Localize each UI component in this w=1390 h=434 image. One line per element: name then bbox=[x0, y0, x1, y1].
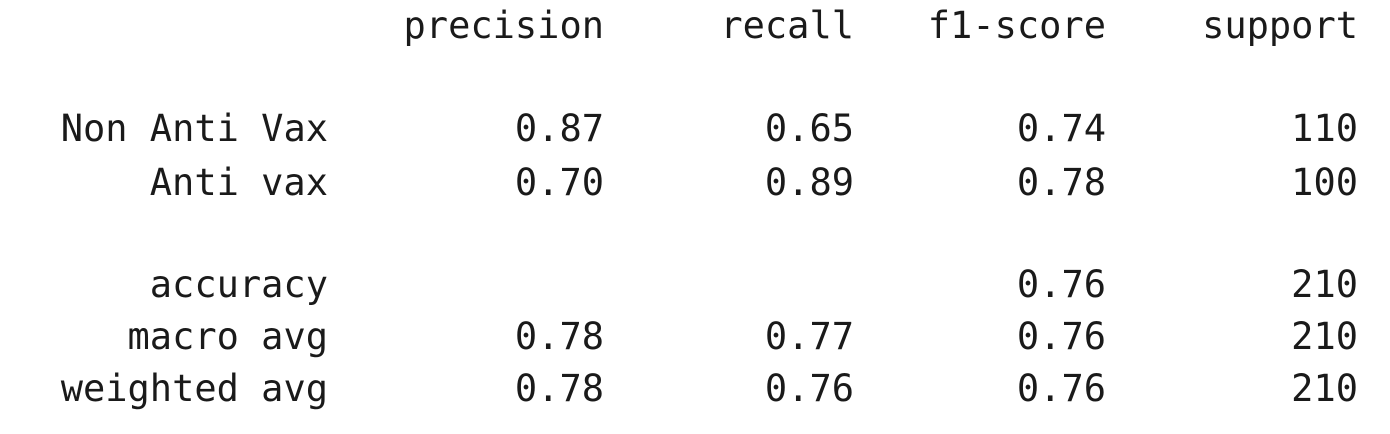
support-header: support bbox=[1202, 4, 1358, 47]
row-label: macro avg bbox=[127, 315, 328, 358]
class-row-non-anti-vax: Non Anti Vax 0.87 0.65 0.74 110 bbox=[0, 103, 1390, 155]
support-value: 210 bbox=[1291, 315, 1358, 358]
support-value: 100 bbox=[1291, 161, 1358, 204]
row-label: Anti vax bbox=[149, 161, 328, 204]
weighted-avg-row: weighted avg 0.78 0.76 0.76 210 bbox=[0, 363, 1390, 415]
precision-header: precision bbox=[403, 4, 604, 47]
row-label: weighted avg bbox=[60, 367, 328, 410]
row-label: accuracy bbox=[149, 263, 328, 306]
f1-score-value: 0.78 bbox=[1016, 161, 1106, 204]
recall-value: 0.76 bbox=[764, 367, 854, 410]
f1-score-value: 0.76 bbox=[1016, 263, 1106, 306]
f1-score-value: 0.76 bbox=[1016, 315, 1106, 358]
recall-value: 0.65 bbox=[764, 107, 854, 150]
row-label: Non Anti Vax bbox=[60, 107, 328, 150]
macro-avg-row: macro avg 0.78 0.77 0.76 210 bbox=[0, 311, 1390, 363]
support-value: 110 bbox=[1291, 107, 1358, 150]
recall-header: recall bbox=[720, 4, 854, 47]
f1-score-header: f1-score bbox=[927, 4, 1106, 47]
precision-value: 0.70 bbox=[514, 161, 604, 204]
support-value: 210 bbox=[1291, 263, 1358, 306]
precision-value: 0.87 bbox=[514, 107, 604, 150]
f1-score-value: 0.76 bbox=[1016, 367, 1106, 410]
header-row: precision recall f1-score support bbox=[0, 0, 1390, 52]
f1-score-value: 0.74 bbox=[1016, 107, 1106, 150]
precision-value: 0.78 bbox=[514, 367, 604, 410]
precision-value: 0.78 bbox=[514, 315, 604, 358]
recall-value: 0.89 bbox=[764, 161, 854, 204]
support-value: 210 bbox=[1291, 367, 1358, 410]
recall-value: 0.77 bbox=[764, 315, 854, 358]
accuracy-row: accuracy 0.76 210 bbox=[0, 259, 1390, 311]
class-row-anti-vax: Anti vax 0.70 0.89 0.78 100 bbox=[0, 157, 1390, 209]
